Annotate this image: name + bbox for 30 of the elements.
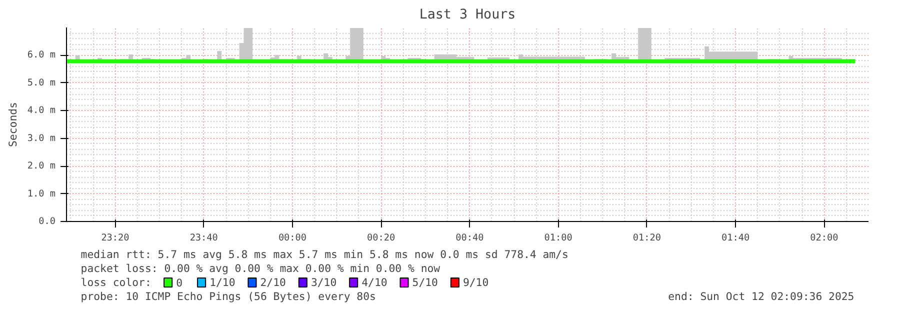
x-tick-label: 00:00: [278, 232, 307, 244]
text: packet loss: 0.00 % avg 0.00 % max 0.00 % min 0.00 % now: [80, 262, 441, 275]
y-tick-label: 3.0 m: [27, 132, 56, 144]
legend-label: 1/10: [210, 276, 236, 289]
x-tick-label: 23:40: [190, 232, 218, 244]
y-axis-title: Seconds: [6, 102, 20, 147]
x-tick-label: 01:40: [722, 232, 750, 244]
x-tick-label: 01:00: [544, 232, 573, 244]
legend-label: 9/10: [462, 276, 489, 289]
x-tick-label: 00:20: [367, 232, 396, 244]
y-tick-label: 0.0: [38, 216, 56, 227]
legend-label: 2/10: [260, 276, 286, 289]
text: probe: 10 ICMP Echo Pings (56 Bytes) every 80s: [80, 290, 376, 303]
legend-label: 0: [176, 276, 183, 290]
x-tick-label: 00:40: [456, 232, 484, 244]
y-tick-label: 6.0 m: [27, 50, 56, 61]
legend-label: 4/10: [362, 276, 388, 289]
legend-title: loss color:: [80, 276, 152, 289]
text: end: Sun Oct 12 02:09:36 2025: [668, 290, 854, 303]
legend-label: 3/10: [310, 276, 337, 289]
text: median rtt: 5.7 ms avg 5.8 ms max 5.7 ms min 5.8 ms now 0.0 ms sd 778.4 am/s: [80, 248, 568, 261]
x-tick-label: 02:00: [810, 232, 839, 244]
legend-label: 5/10: [412, 276, 438, 289]
y-tick-label: 4.0 m: [27, 105, 56, 116]
chart-title: Last 3 Hours: [419, 8, 516, 22]
y-tick-label: 1.0 m: [27, 188, 56, 200]
y-tick-label: 5.0 m: [27, 77, 56, 88]
x-tick-label: 01:20: [632, 232, 662, 244]
x-tick-label: 23:20: [101, 232, 130, 244]
y-tick-label: 2.0 m: [27, 160, 56, 172]
